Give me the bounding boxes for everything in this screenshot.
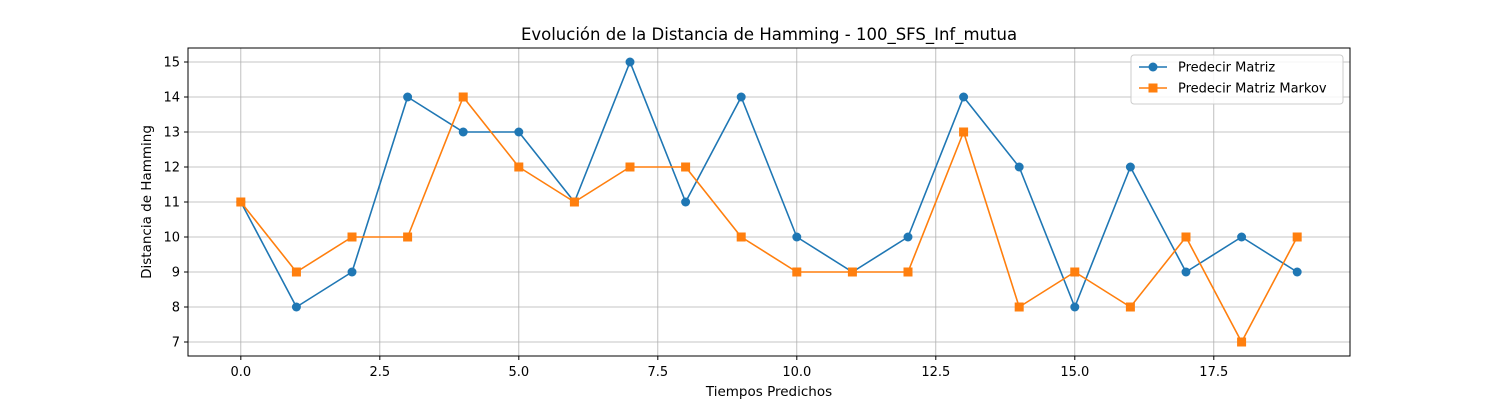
- data-point: [514, 162, 524, 172]
- x-tick-label: 0.0: [230, 365, 251, 380]
- data-point: [291, 267, 301, 277]
- data-point: [347, 232, 357, 242]
- data-point: [1292, 232, 1302, 242]
- legend-marker: [1148, 83, 1158, 93]
- legend-label: Predecir Matriz: [1178, 61, 1275, 76]
- legend-box: [1130, 54, 1344, 105]
- chart-title: Evolución de la Distancia de Hamming - 1…: [521, 25, 1017, 45]
- data-point: [403, 232, 413, 242]
- data-point: [903, 232, 913, 242]
- y-tick-label: 10: [163, 231, 180, 246]
- data-point: [681, 197, 691, 207]
- y-axis-title: Distancia de Hamming: [139, 125, 155, 279]
- legend-entry: Predecir Matriz Markov: [1139, 82, 1327, 97]
- data-point: [1014, 302, 1024, 312]
- legend-label: Predecir Matriz Markov: [1178, 82, 1327, 97]
- data-point: [1292, 267, 1302, 277]
- y-tick-label: 7: [172, 336, 180, 351]
- x-tick-label: 15.0: [1060, 365, 1089, 380]
- y-tick-label: 11: [163, 196, 180, 211]
- data-point: [236, 197, 246, 207]
- series-2: [236, 92, 1302, 347]
- data-point: [1070, 302, 1080, 312]
- data-point: [625, 57, 635, 67]
- data-point: [514, 127, 524, 137]
- data-point: [1237, 337, 1247, 347]
- ticks: 0.0 2.5 5.0 7.5 10.0 12.5 15.0 17.5 7 8 9 10 11 12 13 1…: [163, 56, 1228, 381]
- data-point: [1125, 302, 1135, 312]
- data-point: [792, 267, 802, 277]
- legend: Predecir Matriz Predecir Matriz Markov: [1130, 54, 1344, 105]
- series-line: [240, 96, 1298, 343]
- data-point: [1181, 232, 1191, 242]
- legend-marker: [1148, 62, 1158, 72]
- y-tick-label: 14: [163, 91, 180, 106]
- x-tick-label: 7.5: [647, 365, 668, 380]
- x-tick-label: 17.5: [1199, 365, 1228, 380]
- data-point: [1181, 267, 1191, 277]
- x-axis-title: Tiempos Predichos: [705, 384, 832, 400]
- data-point: [959, 92, 969, 102]
- data-point: [736, 92, 746, 102]
- y-tick-label: 8: [172, 301, 180, 316]
- x-tick-label: 5.0: [508, 365, 529, 380]
- data-point: [403, 92, 413, 102]
- y-tick-label: 13: [163, 126, 180, 141]
- data-point: [959, 127, 969, 137]
- data-point: [792, 232, 802, 242]
- data-point: [458, 92, 468, 102]
- x-tick-label: 12.5: [921, 365, 950, 380]
- data-point: [291, 302, 301, 312]
- data-point: [903, 267, 913, 277]
- data-point: [1070, 267, 1080, 277]
- y-tick-label: 9: [172, 266, 180, 281]
- data-point: [1014, 162, 1024, 172]
- data-point: [681, 162, 691, 172]
- data-point: [1125, 162, 1135, 172]
- data-point: [847, 267, 857, 277]
- data-point: [625, 162, 635, 172]
- data-point: [736, 232, 746, 242]
- x-tick-label: 2.5: [369, 365, 390, 380]
- data-point: [569, 197, 579, 207]
- data-point: [347, 267, 357, 277]
- legend-entry: Predecir Matriz: [1139, 61, 1275, 76]
- y-tick-label: 15: [163, 56, 180, 71]
- series-1: [236, 57, 1302, 312]
- y-tick-label: 12: [163, 161, 180, 176]
- series-group: [236, 57, 1302, 347]
- data-point: [1237, 232, 1247, 242]
- data-point: [458, 127, 468, 137]
- series-line: [240, 61, 1298, 308]
- x-tick-label: 10.0: [782, 365, 811, 380]
